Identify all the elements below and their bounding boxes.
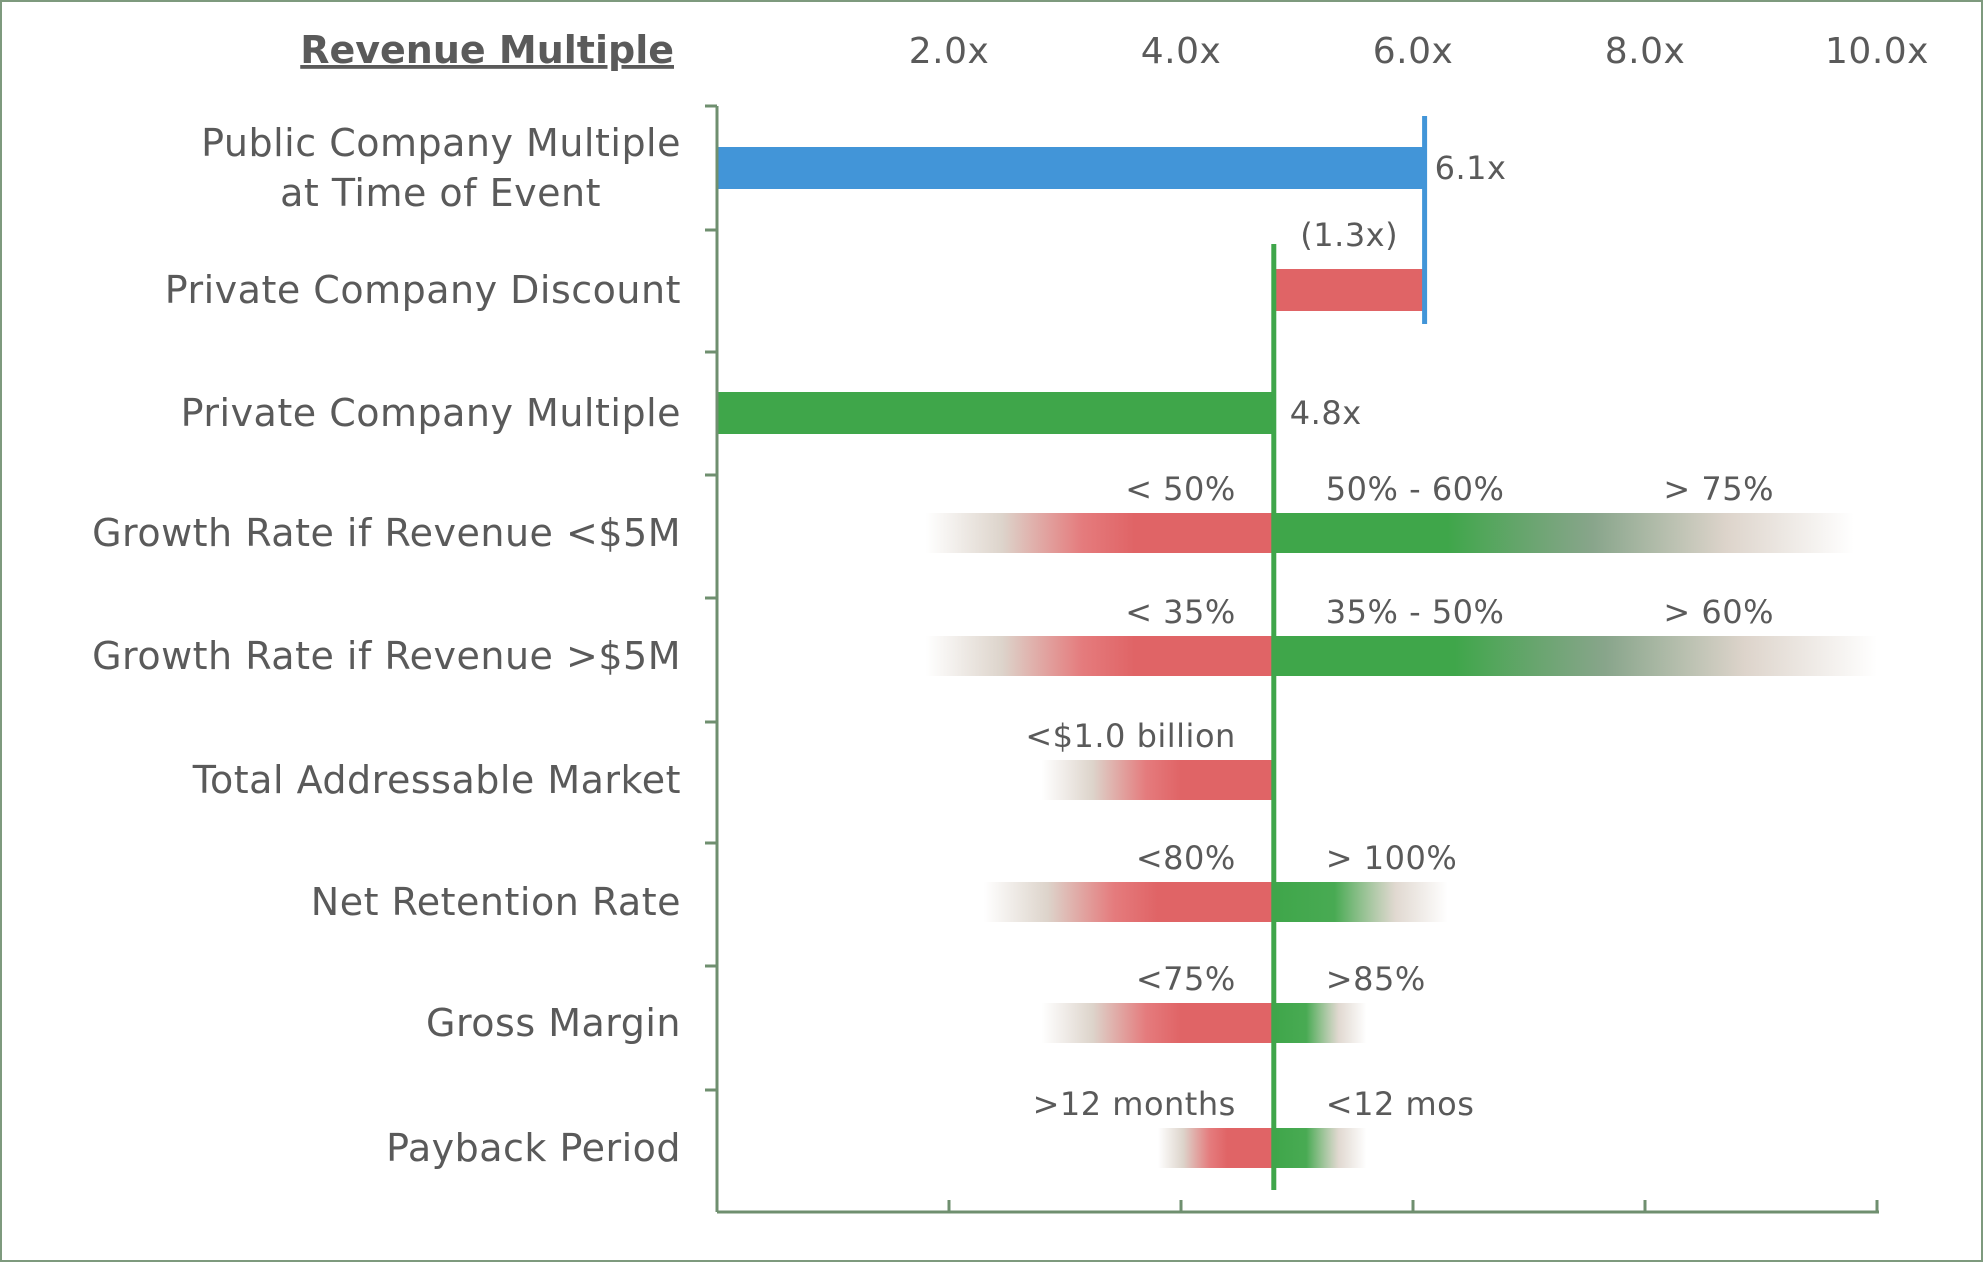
range-label: >85% bbox=[1326, 960, 1426, 998]
category-label: Private Company Multiple bbox=[181, 391, 681, 435]
x-tick-label: 2.0x bbox=[909, 31, 990, 72]
category-label: Public Company Multiple bbox=[201, 121, 681, 165]
range-label: <80% bbox=[1136, 839, 1236, 877]
category-label: Total Addressable Market bbox=[192, 758, 681, 802]
x-tick-label: 8.0x bbox=[1605, 31, 1686, 72]
bar bbox=[717, 147, 1425, 189]
positive-range-bar bbox=[1273, 1003, 1367, 1043]
bar bbox=[1273, 269, 1425, 311]
reference-lines bbox=[1271, 116, 1428, 1190]
x-tick-label: 4.0x bbox=[1141, 31, 1222, 72]
negative-range-bar bbox=[1157, 1128, 1274, 1168]
negative-range-bar bbox=[925, 636, 1274, 676]
range-label: <75% bbox=[1136, 960, 1236, 998]
range-label: 35% - 50% bbox=[1326, 593, 1505, 631]
data-label: (1.3x) bbox=[1300, 216, 1398, 254]
negative-range-bar bbox=[1041, 760, 1274, 800]
labels: Public Company Multiple at Time of Event P… bbox=[92, 31, 1929, 1170]
bar bbox=[717, 392, 1274, 434]
x-tick-label: 10.0x bbox=[1825, 31, 1929, 72]
range-label: > 60% bbox=[1663, 593, 1774, 631]
axes bbox=[705, 104, 1879, 1214]
positive-range-bar bbox=[1273, 1128, 1367, 1168]
chart-title: Revenue Multiple bbox=[300, 28, 674, 72]
positive-range-bar bbox=[1273, 513, 1854, 553]
category-label: Growth Rate if Revenue <$5M bbox=[92, 511, 681, 555]
range-label: < 35% bbox=[1125, 593, 1236, 631]
range-label: 50% - 60% bbox=[1326, 470, 1505, 508]
range-bars bbox=[925, 513, 1877, 1168]
range-label: <$1.0 billion bbox=[1025, 717, 1235, 755]
category-label: Private Company Discount bbox=[165, 268, 681, 312]
category-label: at Time of Event bbox=[280, 171, 601, 215]
range-label: > 100% bbox=[1326, 839, 1457, 877]
range-label: <12 mos bbox=[1326, 1085, 1475, 1123]
data-label: 4.8x bbox=[1290, 394, 1362, 432]
data-label: 6.1x bbox=[1435, 149, 1507, 187]
positive-range-bar bbox=[1273, 882, 1448, 922]
category-label: Gross Margin bbox=[426, 1001, 681, 1045]
range-label: < 50% bbox=[1125, 470, 1236, 508]
category-label: Payback Period bbox=[386, 1126, 681, 1170]
negative-range-bar bbox=[983, 882, 1274, 922]
x-tick-label: 6.0x bbox=[1373, 31, 1454, 72]
category-label: Net Retention Rate bbox=[311, 880, 681, 924]
value-bars bbox=[717, 147, 1425, 434]
negative-range-bar bbox=[925, 513, 1274, 553]
range-label: >12 months bbox=[1033, 1085, 1236, 1123]
negative-range-bar bbox=[1041, 1003, 1274, 1043]
range-label: > 75% bbox=[1663, 470, 1774, 508]
positive-range-bar bbox=[1273, 636, 1877, 676]
category-label: Growth Rate if Revenue >$5M bbox=[92, 634, 681, 678]
